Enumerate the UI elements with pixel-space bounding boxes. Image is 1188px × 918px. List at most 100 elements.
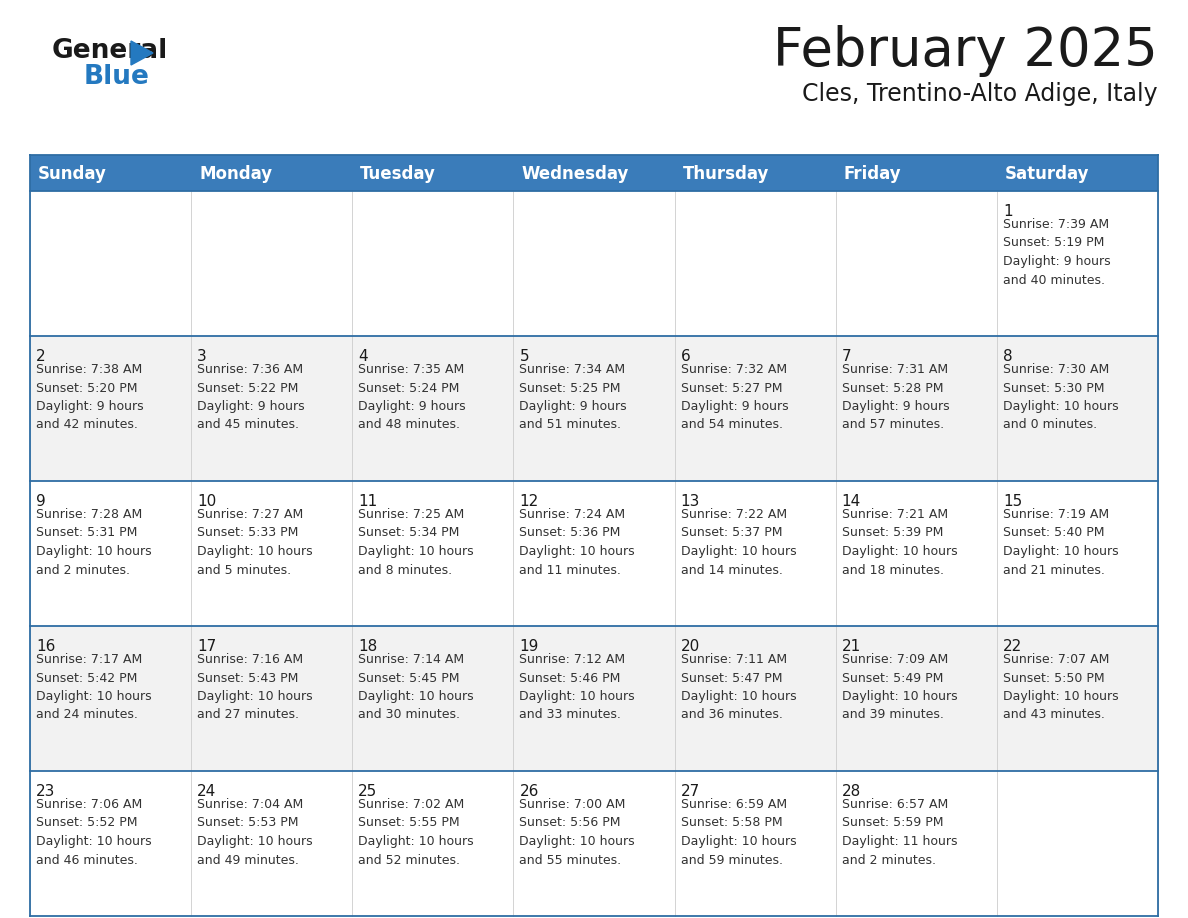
Text: Sunrise: 7:21 AM
Sunset: 5:39 PM
Daylight: 10 hours
and 18 minutes.: Sunrise: 7:21 AM Sunset: 5:39 PM Dayligh… (842, 508, 958, 577)
Text: Sunrise: 7:09 AM
Sunset: 5:49 PM
Daylight: 10 hours
and 39 minutes.: Sunrise: 7:09 AM Sunset: 5:49 PM Dayligh… (842, 653, 958, 722)
Text: Sunrise: 7:14 AM
Sunset: 5:45 PM
Daylight: 10 hours
and 30 minutes.: Sunrise: 7:14 AM Sunset: 5:45 PM Dayligh… (359, 653, 474, 722)
Bar (835, 191, 997, 336)
Text: 6: 6 (681, 349, 690, 364)
Bar (997, 481, 1158, 626)
Text: Sunday: Sunday (38, 165, 107, 183)
Text: Sunrise: 7:19 AM
Sunset: 5:40 PM
Daylight: 10 hours
and 21 minutes.: Sunrise: 7:19 AM Sunset: 5:40 PM Dayligh… (1003, 508, 1118, 577)
Text: Monday: Monday (200, 165, 272, 183)
Bar (675, 771, 835, 916)
Text: Sunrise: 7:35 AM
Sunset: 5:24 PM
Daylight: 9 hours
and 48 minutes.: Sunrise: 7:35 AM Sunset: 5:24 PM Dayligh… (359, 363, 466, 431)
Text: 15: 15 (1003, 494, 1022, 509)
Text: Sunrise: 7:04 AM
Sunset: 5:53 PM
Daylight: 10 hours
and 49 minutes.: Sunrise: 7:04 AM Sunset: 5:53 PM Dayligh… (197, 798, 312, 867)
Text: Sunrise: 7:30 AM
Sunset: 5:30 PM
Daylight: 10 hours
and 0 minutes.: Sunrise: 7:30 AM Sunset: 5:30 PM Dayligh… (1003, 363, 1118, 431)
Bar (353, 771, 513, 916)
Bar (353, 481, 513, 626)
Bar (30, 336, 191, 481)
Bar (513, 336, 675, 481)
Text: 23: 23 (36, 784, 56, 799)
Text: 19: 19 (519, 639, 539, 654)
Bar (997, 191, 1158, 336)
Bar (675, 191, 835, 336)
Polygon shape (131, 41, 153, 65)
Bar (191, 626, 353, 771)
Bar (835, 336, 997, 481)
Text: Sunrise: 7:32 AM
Sunset: 5:27 PM
Daylight: 9 hours
and 54 minutes.: Sunrise: 7:32 AM Sunset: 5:27 PM Dayligh… (681, 363, 788, 431)
Text: 9: 9 (36, 494, 46, 509)
Text: Sunrise: 7:12 AM
Sunset: 5:46 PM
Daylight: 10 hours
and 33 minutes.: Sunrise: 7:12 AM Sunset: 5:46 PM Dayligh… (519, 653, 636, 722)
Text: Thursday: Thursday (683, 165, 769, 183)
Text: Sunrise: 7:25 AM
Sunset: 5:34 PM
Daylight: 10 hours
and 8 minutes.: Sunrise: 7:25 AM Sunset: 5:34 PM Dayligh… (359, 508, 474, 577)
Text: 20: 20 (681, 639, 700, 654)
Text: Sunrise: 6:59 AM
Sunset: 5:58 PM
Daylight: 10 hours
and 59 minutes.: Sunrise: 6:59 AM Sunset: 5:58 PM Dayligh… (681, 798, 796, 867)
Text: 13: 13 (681, 494, 700, 509)
Bar (835, 771, 997, 916)
Bar (835, 481, 997, 626)
Text: Tuesday: Tuesday (360, 165, 436, 183)
Bar (997, 626, 1158, 771)
Text: Blue: Blue (84, 64, 150, 90)
Text: 3: 3 (197, 349, 207, 364)
Text: 28: 28 (842, 784, 861, 799)
Text: Cles, Trentino-Alto Adige, Italy: Cles, Trentino-Alto Adige, Italy (802, 82, 1158, 106)
Text: Sunrise: 7:06 AM
Sunset: 5:52 PM
Daylight: 10 hours
and 46 minutes.: Sunrise: 7:06 AM Sunset: 5:52 PM Dayligh… (36, 798, 152, 867)
Text: 16: 16 (36, 639, 56, 654)
Bar (675, 336, 835, 481)
Bar (353, 336, 513, 481)
Bar (513, 191, 675, 336)
Bar (191, 771, 353, 916)
Text: 14: 14 (842, 494, 861, 509)
Bar (997, 771, 1158, 916)
Bar (997, 336, 1158, 481)
Text: Wednesday: Wednesday (522, 165, 628, 183)
Text: 1: 1 (1003, 204, 1012, 219)
Text: Sunrise: 7:39 AM
Sunset: 5:19 PM
Daylight: 9 hours
and 40 minutes.: Sunrise: 7:39 AM Sunset: 5:19 PM Dayligh… (1003, 218, 1111, 286)
Text: Sunrise: 7:17 AM
Sunset: 5:42 PM
Daylight: 10 hours
and 24 minutes.: Sunrise: 7:17 AM Sunset: 5:42 PM Dayligh… (36, 653, 152, 722)
Bar (513, 481, 675, 626)
Text: 2: 2 (36, 349, 45, 364)
Text: 26: 26 (519, 784, 539, 799)
Bar (353, 626, 513, 771)
Text: Sunrise: 7:24 AM
Sunset: 5:36 PM
Daylight: 10 hours
and 11 minutes.: Sunrise: 7:24 AM Sunset: 5:36 PM Dayligh… (519, 508, 636, 577)
Text: Sunrise: 7:22 AM
Sunset: 5:37 PM
Daylight: 10 hours
and 14 minutes.: Sunrise: 7:22 AM Sunset: 5:37 PM Dayligh… (681, 508, 796, 577)
Text: 11: 11 (359, 494, 378, 509)
Bar (30, 771, 191, 916)
Text: Sunrise: 7:11 AM
Sunset: 5:47 PM
Daylight: 10 hours
and 36 minutes.: Sunrise: 7:11 AM Sunset: 5:47 PM Dayligh… (681, 653, 796, 722)
Text: Sunrise: 7:31 AM
Sunset: 5:28 PM
Daylight: 9 hours
and 57 minutes.: Sunrise: 7:31 AM Sunset: 5:28 PM Dayligh… (842, 363, 949, 431)
Bar (513, 626, 675, 771)
Bar (353, 191, 513, 336)
Text: 22: 22 (1003, 639, 1022, 654)
Text: Saturday: Saturday (1005, 165, 1089, 183)
Text: Friday: Friday (843, 165, 902, 183)
Bar (191, 481, 353, 626)
Text: 21: 21 (842, 639, 861, 654)
Text: 17: 17 (197, 639, 216, 654)
Bar (513, 771, 675, 916)
Bar (675, 481, 835, 626)
Text: Sunrise: 7:28 AM
Sunset: 5:31 PM
Daylight: 10 hours
and 2 minutes.: Sunrise: 7:28 AM Sunset: 5:31 PM Dayligh… (36, 508, 152, 577)
Bar (30, 191, 191, 336)
Text: Sunrise: 7:27 AM
Sunset: 5:33 PM
Daylight: 10 hours
and 5 minutes.: Sunrise: 7:27 AM Sunset: 5:33 PM Dayligh… (197, 508, 312, 577)
Text: 12: 12 (519, 494, 538, 509)
Text: 24: 24 (197, 784, 216, 799)
Text: 4: 4 (359, 349, 368, 364)
Text: 25: 25 (359, 784, 378, 799)
Text: 18: 18 (359, 639, 378, 654)
Text: General: General (52, 38, 169, 64)
Text: 7: 7 (842, 349, 852, 364)
Text: Sunrise: 7:34 AM
Sunset: 5:25 PM
Daylight: 9 hours
and 51 minutes.: Sunrise: 7:34 AM Sunset: 5:25 PM Dayligh… (519, 363, 627, 431)
Bar (30, 155, 1158, 191)
Bar (675, 626, 835, 771)
Text: Sunrise: 7:36 AM
Sunset: 5:22 PM
Daylight: 9 hours
and 45 minutes.: Sunrise: 7:36 AM Sunset: 5:22 PM Dayligh… (197, 363, 305, 431)
Bar (191, 191, 353, 336)
Bar (30, 626, 191, 771)
Text: Sunrise: 6:57 AM
Sunset: 5:59 PM
Daylight: 11 hours
and 2 minutes.: Sunrise: 6:57 AM Sunset: 5:59 PM Dayligh… (842, 798, 958, 867)
Bar (30, 481, 191, 626)
Text: February 2025: February 2025 (773, 25, 1158, 77)
Text: Sunrise: 7:16 AM
Sunset: 5:43 PM
Daylight: 10 hours
and 27 minutes.: Sunrise: 7:16 AM Sunset: 5:43 PM Dayligh… (197, 653, 312, 722)
Text: 8: 8 (1003, 349, 1012, 364)
Text: Sunrise: 7:00 AM
Sunset: 5:56 PM
Daylight: 10 hours
and 55 minutes.: Sunrise: 7:00 AM Sunset: 5:56 PM Dayligh… (519, 798, 636, 867)
Text: Sunrise: 7:38 AM
Sunset: 5:20 PM
Daylight: 9 hours
and 42 minutes.: Sunrise: 7:38 AM Sunset: 5:20 PM Dayligh… (36, 363, 144, 431)
Text: 10: 10 (197, 494, 216, 509)
Text: 27: 27 (681, 784, 700, 799)
Text: Sunrise: 7:07 AM
Sunset: 5:50 PM
Daylight: 10 hours
and 43 minutes.: Sunrise: 7:07 AM Sunset: 5:50 PM Dayligh… (1003, 653, 1118, 722)
